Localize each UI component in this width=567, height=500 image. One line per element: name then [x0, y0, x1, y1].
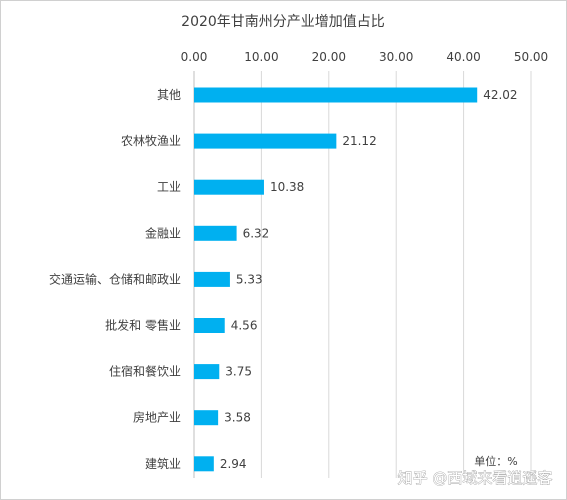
x-tick-label: 30.00 — [379, 50, 413, 64]
data-label: 4.56 — [231, 319, 258, 333]
bar — [194, 271, 230, 287]
bars — [194, 87, 478, 472]
bar — [194, 318, 225, 333]
chart-title: 2020年甘南州分产业增加值占比 — [181, 14, 385, 30]
data-label: 5.33 — [236, 272, 263, 286]
category-label: 金融业 — [145, 225, 181, 240]
unit-label: 单位：% — [474, 454, 517, 468]
category-label: 其他 — [157, 88, 181, 102]
category-label: 批发和 零售业 — [105, 318, 181, 333]
data-labels: 42.02 21.12 10.38 6.32 5.33 4.56 3.75 3.58 2.94 — [220, 88, 518, 471]
data-label: 6.32 — [243, 226, 270, 240]
bar — [194, 410, 219, 426]
category-label: 建筑业 — [145, 456, 181, 471]
watermark: 知乎 @西域来看逍遥客 — [398, 469, 553, 487]
data-label: 10.38 — [270, 180, 304, 194]
x-tick-label: 20.00 — [312, 50, 346, 64]
category-label: 农林牧渔业 — [121, 134, 181, 148]
x-axis-ticks: 0.00 10.00 20.00 30.00 40.00 50.00 — [181, 50, 549, 64]
bar — [194, 456, 214, 472]
x-tick-label: 50.00 — [514, 50, 548, 64]
bar — [194, 179, 264, 195]
data-label: 3.58 — [224, 411, 251, 425]
category-label: 住宿和餐饮业 — [109, 364, 181, 379]
bar — [194, 364, 220, 380]
x-tick-label: 40.00 — [446, 50, 480, 64]
category-label: 交通运输、仓储和邮政业 — [49, 271, 181, 286]
data-label: 21.12 — [342, 134, 376, 148]
bar — [194, 225, 237, 241]
x-tick-label: 10.00 — [244, 50, 278, 64]
bar — [194, 87, 478, 103]
data-label: 2.94 — [220, 457, 247, 471]
bar — [194, 133, 337, 149]
category-label: 房地产业 — [133, 410, 181, 425]
data-label: 42.02 — [483, 88, 517, 102]
category-label: 工业 — [157, 180, 181, 194]
x-tick-label: 0.00 — [181, 50, 208, 64]
data-label: 3.75 — [225, 365, 252, 379]
